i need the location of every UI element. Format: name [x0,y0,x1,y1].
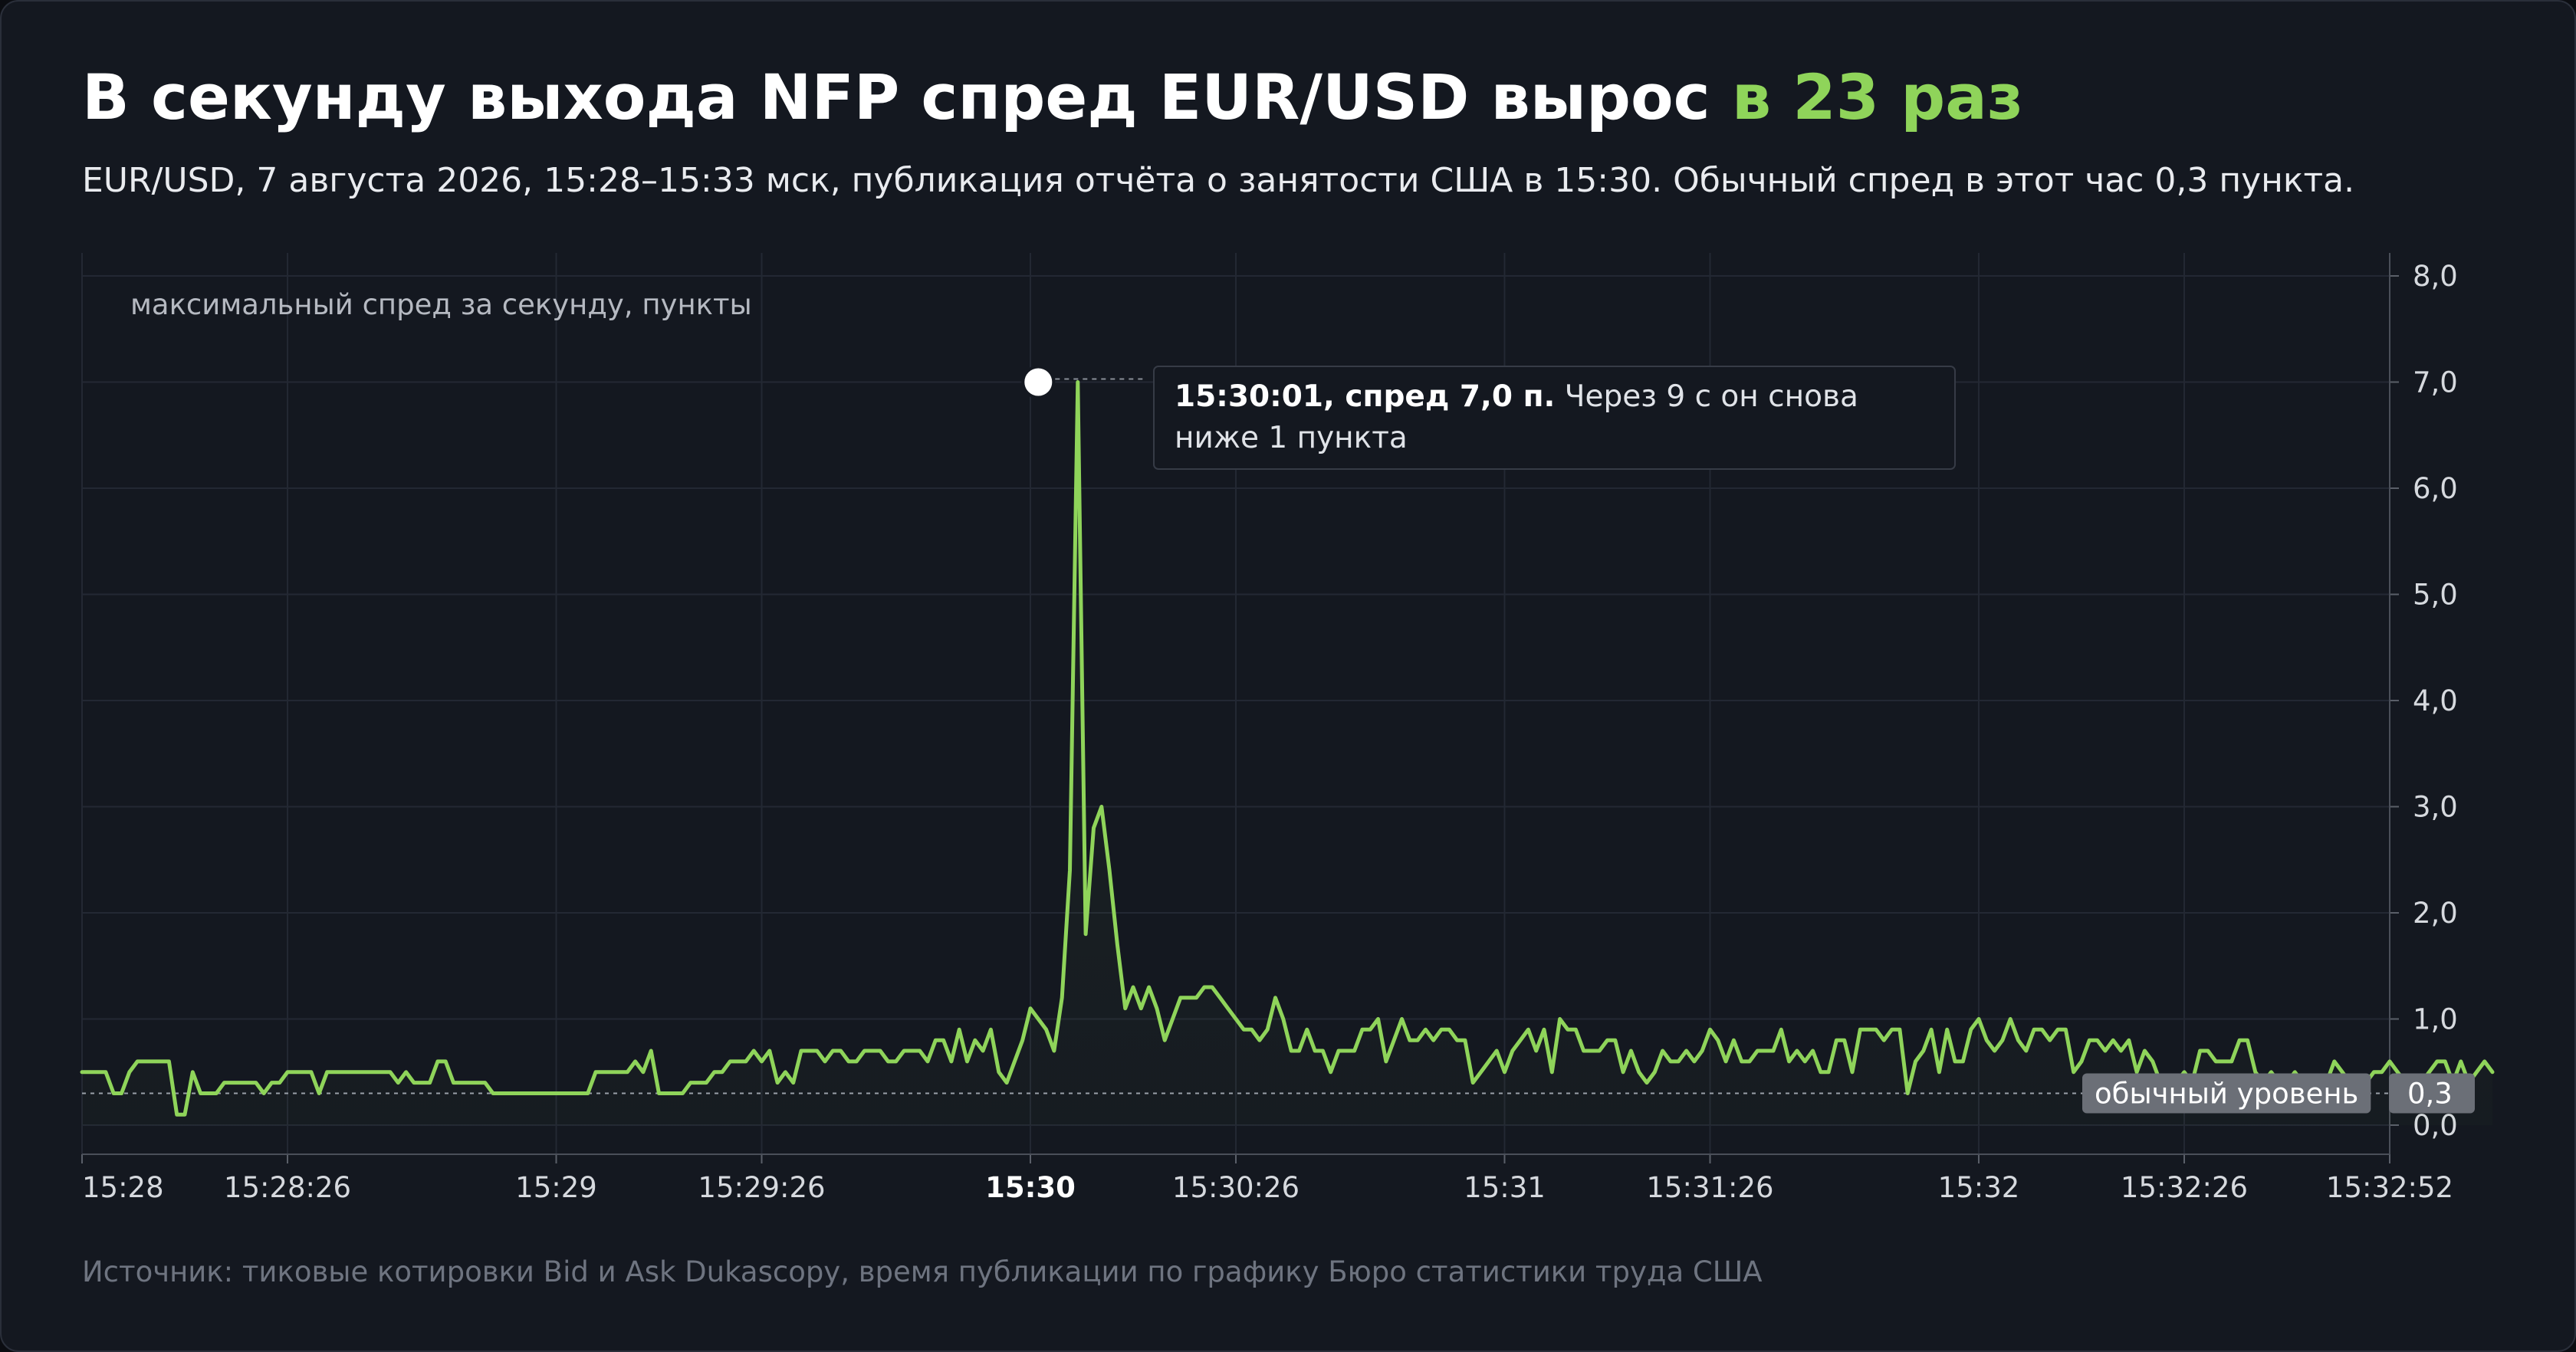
y-tick-label: 6,0 [2413,472,2458,505]
x-tick-label: 15:28 [82,1171,164,1204]
y-tick-label: 5,0 [2413,579,2458,612]
chart-title: В секунду выхода NFP спред EUR/USD вырос… [82,67,2023,130]
peak-marker [1021,365,1056,399]
x-tick-label: 15:29 [515,1171,597,1204]
annotation-text: 15:30:01, спред 7,0 п. Через 9 с он снов… [1175,379,1858,414]
series-points [82,382,2492,1114]
x-tick-label: 15:31 [1464,1171,1546,1204]
peak-annotation: 15:30:01, спред 7,0 п. Через 9 с он снов… [1021,365,1956,470]
title-main: В секунду выхода NFP спред EUR/USD вырос [82,62,1732,134]
x-tick-label: 15:30 [985,1171,1076,1204]
y-tick-label: 4,0 [2413,684,2458,717]
x-tick-label: 15:30:26 [1172,1171,1300,1204]
title-accent: в 23 раз [1731,62,2023,134]
annotation-line2: ниже 1 пункта [1175,421,1408,455]
y-tick-label: 8,0 [2413,260,2458,293]
y-tick-label: 3,0 [2413,791,2458,824]
baseline-value: 0,3 [2407,1077,2453,1110]
x-tick-label: 15:31:26 [1646,1171,1773,1204]
x-axis: 15:28 15:28:26 15:29 15:29:26 15:30 15:30:26 1… [82,1171,2453,1204]
x-tick-label: 15:28:26 [224,1171,351,1204]
y-axis: 0,01,02,03,04,05,06,07,08,0 [2413,260,2458,1142]
baseline-tag: обычный уровень 0,3 [2082,1073,2475,1114]
x-tick-label: 15:32:52 [2326,1171,2453,1204]
x-tick-label: 15:29:26 [698,1171,825,1204]
chart-subtitle: EUR/USD, 7 августа 2026, 15:28–15:33 мск… [82,161,2355,200]
source-footnote: Источник: тиковые котировки Bid и Ask Du… [82,1255,1763,1288]
y-tick-label: 7,0 [2413,366,2458,399]
x-tick-label: 15:32:26 [2121,1171,2248,1204]
annotation-line1: Через 9 с он снова [1555,379,1858,414]
y-axis-label: максимальный спред за секунду, пункты [130,288,752,321]
series-line [80,380,2495,1117]
y-tick-label: 1,0 [2413,1003,2458,1036]
x-tick-label: 15:32 [1938,1171,2020,1204]
annotation-bold: 15:30:01, спред 7,0 п. [1175,379,1555,414]
baseline-label: обычный уровень [2095,1077,2358,1110]
series-area [82,382,2492,1125]
y-tick-label: 2,0 [2413,897,2458,930]
